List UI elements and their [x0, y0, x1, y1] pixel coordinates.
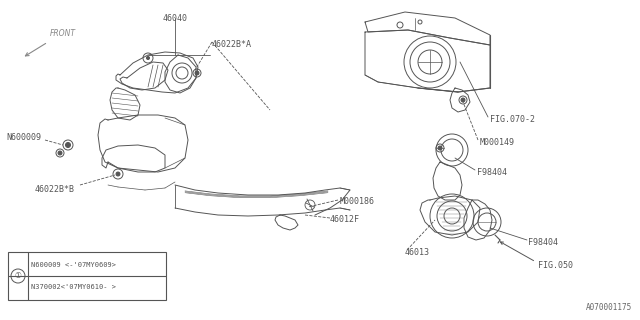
Text: A070001175: A070001175: [586, 303, 632, 312]
Circle shape: [438, 146, 442, 150]
Text: N370002<'07MY0610- >: N370002<'07MY0610- >: [31, 284, 116, 290]
Circle shape: [65, 142, 70, 148]
Text: ①: ①: [15, 271, 21, 281]
Circle shape: [461, 98, 465, 102]
Circle shape: [58, 151, 62, 155]
Text: 46022B*B: 46022B*B: [35, 185, 75, 194]
Text: 46022B*A: 46022B*A: [212, 40, 252, 49]
Text: 46013: 46013: [405, 248, 430, 257]
Circle shape: [147, 57, 150, 60]
Circle shape: [195, 71, 199, 75]
Text: FRONT: FRONT: [50, 29, 76, 38]
Text: FIG.070-2: FIG.070-2: [490, 115, 535, 124]
Text: 46012F: 46012F: [330, 215, 360, 224]
Text: N600009 <-'07MY0609>: N600009 <-'07MY0609>: [31, 262, 116, 268]
Text: M000186: M000186: [340, 197, 375, 206]
Text: FIG.050: FIG.050: [538, 261, 573, 270]
FancyBboxPatch shape: [8, 252, 166, 300]
Text: M000149: M000149: [480, 138, 515, 147]
Text: N600009: N600009: [6, 133, 41, 142]
Text: F98404: F98404: [477, 168, 507, 177]
Text: F98404: F98404: [528, 238, 558, 247]
Text: 46040: 46040: [163, 14, 188, 23]
Circle shape: [116, 172, 120, 176]
